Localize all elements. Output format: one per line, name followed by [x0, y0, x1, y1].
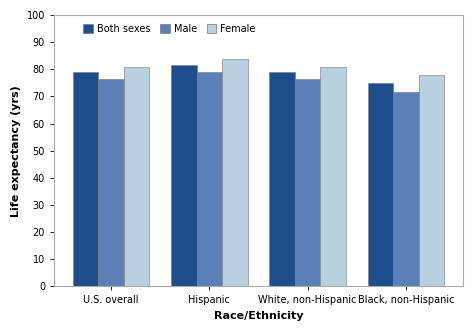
Bar	[368, 83, 393, 286]
Bar	[197, 72, 222, 286]
X-axis label: Race/Ethnicity: Race/Ethnicity	[214, 311, 303, 321]
Bar	[124, 67, 149, 286]
Bar	[73, 72, 98, 286]
Bar	[320, 67, 346, 286]
Bar	[269, 72, 295, 286]
Bar	[393, 92, 419, 286]
Bar	[171, 65, 197, 286]
Bar	[295, 79, 320, 286]
Bar	[419, 75, 444, 286]
Legend: Both sexes, Male, Female: Both sexes, Male, Female	[79, 20, 260, 38]
Bar	[222, 58, 247, 286]
Y-axis label: Life expectancy (yrs): Life expectancy (yrs)	[11, 85, 21, 216]
Bar	[98, 79, 124, 286]
